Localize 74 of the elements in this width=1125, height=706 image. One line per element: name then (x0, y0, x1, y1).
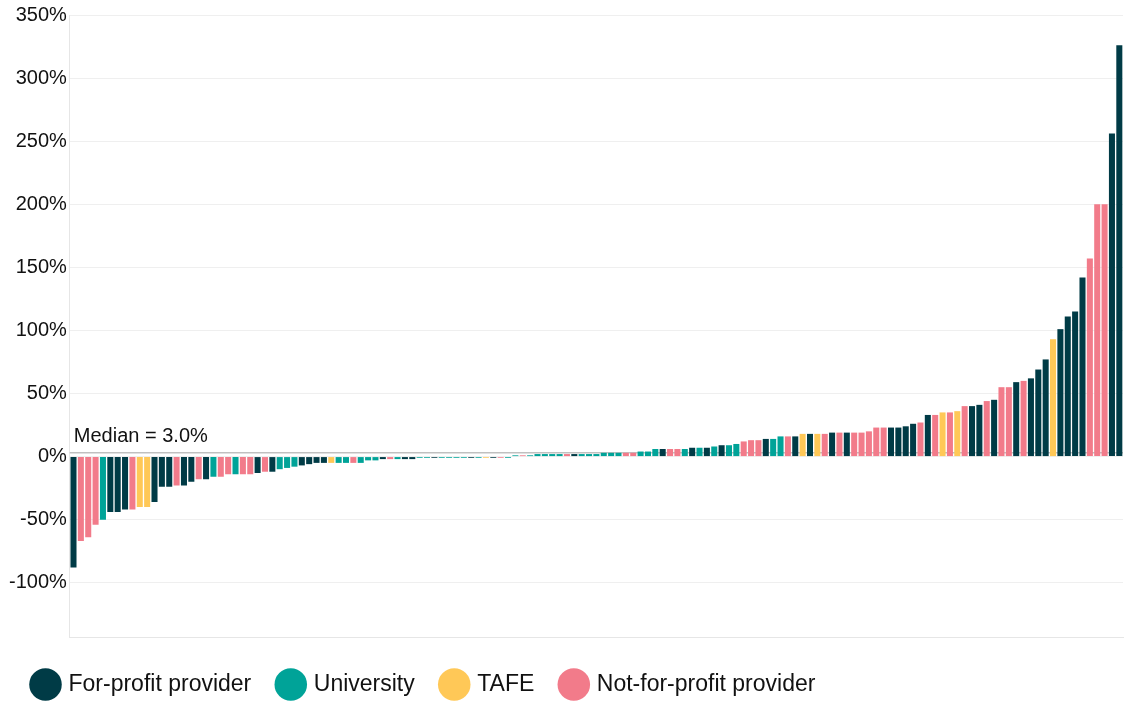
bar (92, 457, 99, 525)
bar (762, 438, 769, 457)
bar (556, 454, 563, 457)
bar (998, 387, 1005, 457)
bar (681, 449, 688, 457)
bar (1005, 387, 1012, 457)
bar (210, 457, 217, 477)
bar (924, 414, 931, 457)
bar (99, 457, 106, 520)
bar (387, 457, 394, 460)
bar (1101, 204, 1108, 457)
bar (718, 445, 725, 457)
bar (232, 457, 239, 475)
bar (107, 457, 114, 513)
bar (799, 433, 806, 457)
bar (1050, 339, 1057, 457)
bar (703, 447, 710, 457)
bar (829, 432, 836, 457)
bar (961, 406, 968, 457)
bar (1057, 329, 1064, 457)
legend-label: TAFE (477, 669, 535, 696)
y-tick-label: -50% (20, 507, 68, 530)
y-tick-label: -100% (9, 570, 68, 593)
bar (917, 422, 924, 457)
y-tick-label: 300% (15, 65, 68, 88)
bar (203, 457, 210, 480)
bar (770, 438, 777, 457)
bar (991, 399, 998, 457)
legend-label: For-profit provider (68, 669, 252, 696)
y-tick-label: 150% (15, 254, 68, 277)
ref-line-label: Median = 3.0% (73, 424, 208, 447)
legend-label: University (313, 669, 416, 696)
bar (269, 457, 276, 472)
y-tick-label: 350% (15, 2, 68, 25)
bar (129, 457, 136, 510)
bar (70, 457, 77, 568)
bar (954, 411, 961, 457)
bar (195, 457, 202, 480)
bar (843, 432, 850, 457)
legend-label: Not-for-profit provider (596, 669, 816, 696)
bar (851, 432, 858, 457)
bar (836, 432, 843, 457)
bar (711, 446, 718, 457)
bar (880, 427, 887, 457)
bar (379, 457, 386, 460)
bar (983, 401, 990, 457)
bar (696, 447, 703, 457)
bar (689, 447, 696, 457)
bar (939, 412, 946, 457)
bar (821, 433, 828, 457)
bar (806, 433, 814, 457)
bar (777, 436, 784, 457)
bar (394, 457, 401, 460)
bar (814, 433, 821, 457)
bar (328, 457, 335, 463)
y-tick-label: 50% (26, 381, 68, 404)
bar (350, 457, 357, 463)
bar (1042, 359, 1049, 457)
y-tick-label: 200% (15, 191, 68, 214)
y-tick-label: 0% (37, 444, 68, 467)
bar (1020, 380, 1027, 457)
bar (946, 412, 953, 457)
bar (784, 436, 791, 457)
y-tick-label: 250% (15, 128, 68, 151)
y-tick-label: 100% (15, 317, 68, 340)
bar (571, 454, 578, 457)
bar (1013, 382, 1020, 457)
bar (932, 414, 939, 457)
bar (563, 454, 570, 457)
bar (261, 457, 268, 472)
bar (792, 436, 799, 457)
bar (173, 457, 180, 486)
bar (254, 457, 261, 473)
bar (659, 449, 666, 457)
